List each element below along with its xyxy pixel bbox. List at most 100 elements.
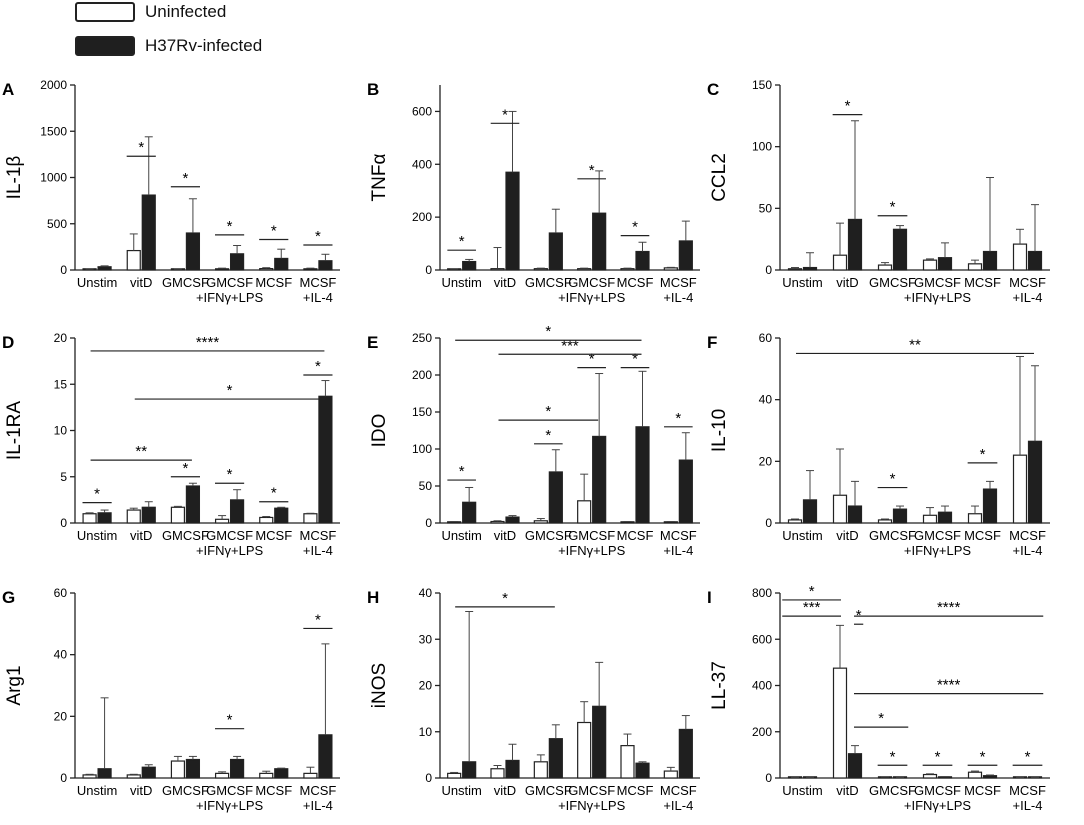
category-label-f-2-0: GMCSF	[869, 528, 916, 543]
category-label-e-5-1: +IL-4	[663, 543, 693, 558]
category-label-e-2-0: GMCSF	[525, 528, 572, 543]
category-label-f-5-1: +IL-4	[1013, 543, 1043, 558]
category-label-i-3-1: +IFNγ+LPS	[904, 798, 972, 813]
y-tick-label-c-3: 150	[752, 78, 772, 92]
bar-f-uninfected-3	[922, 514, 938, 524]
panel-letter-c: C	[707, 80, 719, 99]
category-label-d-2-0: GMCSF	[162, 528, 209, 543]
bar-d-infected-4	[274, 507, 289, 524]
category-label-h-1-0: vitD	[494, 783, 516, 798]
category-label-f-3-1: +IFNγ+LPS	[904, 543, 972, 558]
bar-b-infected-3	[592, 212, 607, 271]
category-label-h-3-1: +IFNγ+LPS	[558, 798, 626, 813]
category-label-g-3-1: +IFNγ+LPS	[196, 798, 264, 813]
legend-label-infected: H37Rv-infected	[145, 36, 263, 55]
bar-i-uninfected-1	[832, 667, 848, 779]
y-tick-label-b-1: 200	[412, 210, 432, 224]
y-tick-label-b-2: 400	[412, 157, 432, 171]
category-label-a-5-1: +IL-4	[303, 290, 333, 305]
category-label-i-3-0: GMCSF	[914, 783, 961, 798]
sig-label-b-3: *	[632, 219, 638, 236]
bar-a-uninfected-5	[303, 268, 318, 271]
bar-g-infected-2	[185, 758, 201, 779]
y-tick-label-d-2: 10	[54, 424, 68, 438]
category-label-i-2-0: GMCSF	[869, 783, 916, 798]
bar-h-infected-3	[592, 705, 607, 779]
bar-a-uninfected-1	[126, 249, 141, 271]
category-label-b-0-0: Unstim	[441, 275, 481, 290]
y-axis-title-f: IL-10	[709, 409, 730, 452]
sig-label-d-2: *	[227, 466, 233, 483]
bar-e-infected-5	[678, 459, 693, 524]
category-label-h-2-0: GMCSF	[525, 783, 572, 798]
category-label-f-4-0: MCSF	[964, 528, 1001, 543]
sig-label-b-1: *	[502, 106, 508, 123]
category-label-f-3-0: GMCSF	[914, 528, 961, 543]
sig-label-e-7: *	[545, 323, 551, 340]
sig-label-g-0: *	[227, 712, 233, 729]
bar-b-infected-5	[678, 240, 693, 271]
category-label-b-3-0: GMCSF	[568, 275, 615, 290]
bar-e-infected-1	[505, 516, 520, 524]
category-label-a-0-0: Unstim	[77, 275, 117, 290]
category-label-b-1-0: vitD	[494, 275, 516, 290]
bar-g-uninfected-4	[259, 772, 274, 779]
category-label-e-0-0: Unstim	[441, 528, 481, 543]
y-tick-label-f-0: 0	[765, 516, 772, 530]
panel-letter-b: B	[367, 80, 379, 99]
y-tick-label-g-1: 20	[54, 709, 68, 723]
bar-f-uninfected-0	[787, 519, 803, 524]
y-tick-label-d-0: 0	[60, 516, 67, 530]
bar-h-infected-1	[505, 759, 520, 779]
category-label-c-1-0: vitD	[836, 275, 858, 290]
bar-g-uninfected-2	[170, 760, 186, 779]
bar-f-infected-4	[982, 488, 998, 524]
y-tick-label-e-3: 150	[412, 405, 432, 419]
bar-f-uninfected-5	[1012, 454, 1028, 524]
sig-label-c-1: *	[890, 199, 896, 216]
bar-d-uninfected-4	[259, 516, 274, 524]
category-label-g-3-0: GMCSF	[206, 783, 253, 798]
bar-c-uninfected-5	[1012, 243, 1028, 271]
category-label-f-5-0: MCSF	[1009, 528, 1046, 543]
bar-d-uninfected-0	[82, 513, 97, 524]
sig-label-b-2: *	[589, 162, 595, 179]
bar-e-uninfected-1	[490, 520, 505, 524]
category-label-d-5-1: +IL-4	[303, 543, 333, 558]
bar-a-uninfected-4	[259, 268, 274, 271]
bar-f-uninfected-2	[877, 519, 893, 524]
category-label-c-0-0: Unstim	[782, 275, 822, 290]
y-tick-label-d-1: 5	[60, 470, 67, 484]
bar-h-uninfected-4	[620, 745, 635, 779]
bar-c-uninfected-2	[877, 264, 893, 271]
bar-d-uninfected-3	[214, 518, 230, 524]
bar-c-uninfected-3	[922, 259, 938, 271]
sig-label-a-2: *	[227, 218, 233, 235]
sig-label-d-5: **	[135, 443, 147, 460]
y-tick-label-e-4: 200	[412, 368, 432, 382]
category-label-c-5-0: MCSF	[1009, 275, 1046, 290]
bar-h-uninfected-3	[577, 721, 592, 779]
bar-b-uninfected-1	[490, 268, 505, 271]
sig-label-b-0: *	[459, 233, 465, 250]
category-label-h-0-0: Unstim	[441, 783, 481, 798]
category-label-e-3-1: +IFNγ+LPS	[558, 543, 626, 558]
y-tick-label-d-4: 20	[54, 331, 68, 345]
y-tick-label-g-3: 60	[54, 586, 68, 600]
legend-label-uninfected: Uninfected	[145, 2, 227, 21]
sig-label-i-3: ****	[937, 599, 961, 616]
bar-h-infected-2	[548, 738, 563, 779]
legend-item-infected: H37Rv-infected	[75, 35, 262, 57]
legend-swatch-uninfected	[75, 2, 135, 22]
category-label-d-5-0: MCSF	[299, 528, 336, 543]
sig-label-i-9: *	[1025, 748, 1031, 765]
sig-label-e-3: *	[632, 351, 638, 368]
bar-c-infected-0	[802, 266, 818, 271]
category-label-c-3-1: +IFNγ+LPS	[904, 290, 972, 305]
legend-swatch-infected	[75, 36, 135, 56]
legend-item-uninfected: Uninfected	[75, 1, 226, 23]
category-label-c-4-0: MCSF	[964, 275, 1001, 290]
y-tick-label-i-3: 600	[752, 632, 772, 646]
sig-label-a-1: *	[182, 170, 188, 187]
